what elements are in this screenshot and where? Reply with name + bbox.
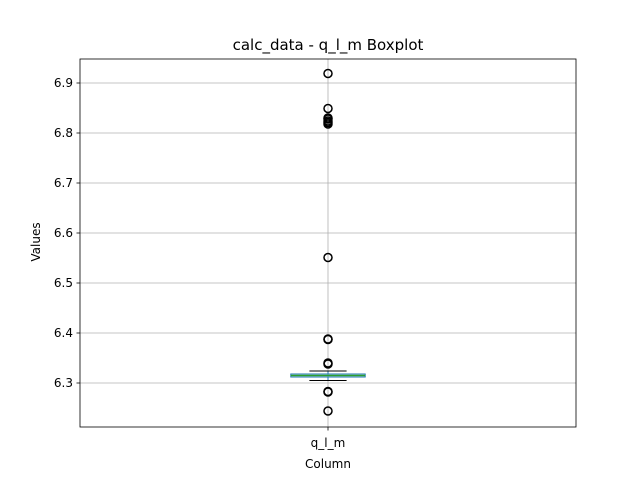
chart-title: calc_data - q_l_m Boxplot <box>233 36 424 55</box>
outlier-point <box>323 358 333 368</box>
y-tick-label: 6.7 <box>54 176 73 190</box>
x-tick-label: q_l_m <box>311 436 346 450</box>
tick-layer: 6.3 6.4 6.5 6.6 6.7 6.8 6.9 q_l_m <box>54 76 345 450</box>
outlier-point <box>323 113 333 123</box>
outlier-point <box>323 68 333 79</box>
y-tick-label: 6.9 <box>54 76 73 90</box>
outlier-point <box>323 252 333 263</box>
outlier-point <box>323 103 333 114</box>
outlier-point <box>323 386 333 397</box>
y-tick-label: 6.4 <box>54 326 73 340</box>
x-axis-label: Column <box>305 457 351 471</box>
y-tick-label: 6.3 <box>54 376 73 390</box>
grid-layer <box>80 59 576 427</box>
box-layer <box>290 68 366 416</box>
y-tick-label: 6.8 <box>54 126 73 140</box>
outlier-point <box>323 334 333 344</box>
y-axis-label: Values <box>29 222 43 261</box>
outlier-point <box>323 406 333 416</box>
y-tick-label: 6.5 <box>54 276 73 290</box>
y-tick-label: 6.6 <box>54 226 73 240</box>
